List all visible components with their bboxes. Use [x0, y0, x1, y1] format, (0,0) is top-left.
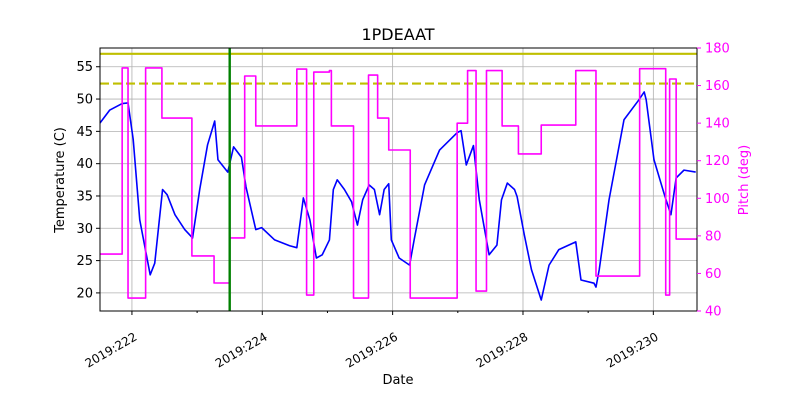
y-left-tick-label: 25: [76, 254, 93, 269]
y-right-tick-label: 140: [705, 117, 730, 132]
y-right-tick-label: 80: [705, 229, 722, 244]
y-left-tick-label: 35: [76, 189, 93, 204]
chart-title: 1PDEAAT: [361, 25, 434, 44]
y-left-tick-label: 45: [76, 125, 93, 140]
x-tick-label: 2019:230: [604, 330, 661, 371]
y-left-tick-label: 30: [76, 222, 93, 237]
plot-frame: [99, 47, 698, 312]
x-tick-label: 2019:224: [213, 330, 270, 371]
temperature-line: [99, 91, 696, 301]
y-axis-left-label: Temperature (C): [53, 127, 68, 234]
y-left-tick-label: 20: [76, 286, 93, 301]
y-right-tick-label: 100: [705, 192, 730, 207]
y-right-tick-label: 180: [705, 42, 730, 57]
y-left-tick-label: 50: [76, 93, 93, 108]
x-tick-label: 2019:222: [83, 330, 140, 371]
y-right-tick-label: 40: [705, 305, 722, 320]
x-axis-label: Date: [382, 373, 413, 388]
y-right-tick-label: 160: [705, 79, 730, 94]
y-left-tick-label: 40: [76, 157, 93, 172]
pitch-line: [100, 67, 697, 299]
x-tick-label: 2019:228: [474, 330, 531, 371]
x-tick-label: 2019:226: [343, 330, 400, 371]
y-axis-right-label: Pitch (deg): [737, 145, 752, 215]
y-right-tick-label: 60: [705, 267, 722, 282]
y-right-tick-label: 120: [705, 154, 730, 169]
y-left-tick-label: 55: [76, 60, 93, 75]
